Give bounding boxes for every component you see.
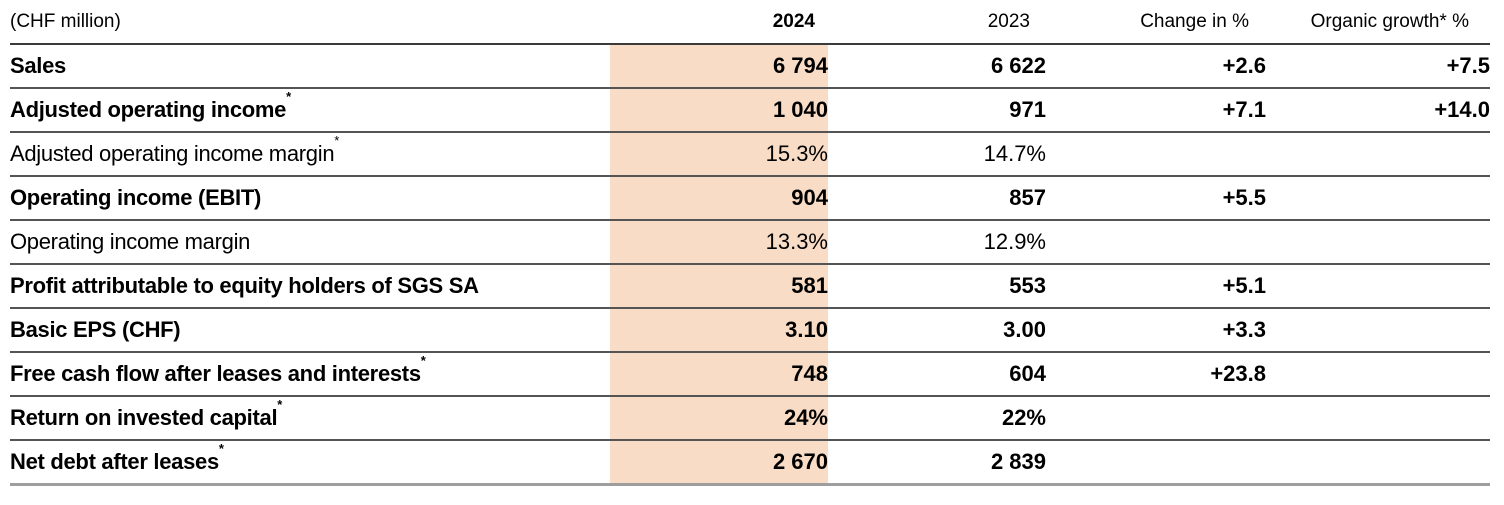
value-change-percent: +7.1 [1046, 88, 1266, 133]
value-2023: 6 622 [828, 44, 1046, 89]
table-row: Operating income (EBIT) 904 857 +5.5 [10, 176, 1490, 221]
row-label-text: Net debt after leases [10, 449, 219, 474]
column-header-2024: 2024 [610, 0, 828, 45]
table-row: Basic EPS (CHF) 3.10 3.00 +3.3 [10, 308, 1490, 353]
table-header-row: (CHF million) 2024 2023 Change in % Orga… [10, 0, 1490, 45]
row-label-text: Return on invested capital [10, 405, 278, 430]
value-2023: 2 839 [828, 440, 1046, 486]
row-label-text: Adjusted operating income [10, 97, 287, 122]
value-organic-growth [1266, 220, 1490, 265]
financial-highlights-table: (CHF million) 2024 2023 Change in % Orga… [10, 0, 1490, 486]
row-label-text: Free cash flow after leases and interest… [10, 361, 421, 386]
value-2024: 24% [610, 396, 828, 441]
value-change-percent: +23.8 [1046, 352, 1266, 397]
row-label: Basic EPS (CHF) [10, 308, 610, 353]
column-header-organic-growth: Organic growth* % [1266, 0, 1490, 45]
table-row: Profit attributable to equity holders of… [10, 264, 1490, 309]
table-row: Operating income margin 13.3% 12.9% [10, 220, 1490, 265]
value-organic-growth [1266, 264, 1490, 309]
value-organic-growth: +14.0 [1266, 88, 1490, 133]
table-row: Sales 6 794 6 622 +2.6 +7.5 [10, 44, 1490, 89]
value-2024: 13.3% [610, 220, 828, 265]
row-label: Profit attributable to equity holders of… [10, 264, 610, 309]
value-2024: 3.10 [610, 308, 828, 353]
value-2023: 604 [828, 352, 1046, 397]
value-2024: 904 [610, 176, 828, 221]
value-organic-growth [1266, 132, 1490, 177]
value-2024: 581 [610, 264, 828, 309]
row-label-text: Adjusted operating income margin [10, 141, 335, 166]
value-change-percent: +2.6 [1046, 44, 1266, 89]
value-change-percent: +5.5 [1046, 176, 1266, 221]
value-2024: 748 [610, 352, 828, 397]
key-figures-table: (CHF million) 2024 2023 Change in % Orga… [10, 0, 1490, 486]
table-header: (CHF million) 2024 2023 Change in % Orga… [10, 0, 1490, 45]
row-label: Sales [10, 44, 610, 89]
table-row: Adjusted operating income* 1 040 971 +7.… [10, 88, 1490, 133]
value-organic-growth [1266, 176, 1490, 221]
row-label: Operating income (EBIT) [10, 176, 610, 221]
value-2024: 2 670 [610, 440, 828, 486]
value-change-percent: +5.1 [1046, 264, 1266, 309]
footnote-asterisk: * [420, 352, 426, 368]
value-change-percent [1046, 396, 1266, 441]
footnote-asterisk: * [286, 88, 292, 104]
footnote-asterisk: * [277, 396, 283, 412]
value-2023: 971 [828, 88, 1046, 133]
value-2023: 857 [828, 176, 1046, 221]
unit-label: (CHF million) [10, 0, 610, 45]
footnote-asterisk: * [218, 440, 224, 456]
row-label-text: Basic EPS (CHF) [10, 317, 181, 342]
value-2024: 1 040 [610, 88, 828, 133]
value-change-percent: +3.3 [1046, 308, 1266, 353]
table-row: Adjusted operating income margin* 15.3% … [10, 132, 1490, 177]
row-label-text: Profit attributable to equity holders of… [10, 273, 479, 298]
value-2023: 12.9% [828, 220, 1046, 265]
table-row: Return on invested capital* 24% 22% [10, 396, 1490, 441]
row-label-text: Operating income (EBIT) [10, 185, 262, 210]
value-2024: 6 794 [610, 44, 828, 89]
value-2023: 22% [828, 396, 1046, 441]
row-label-text: Sales [10, 53, 66, 78]
value-2024: 15.3% [610, 132, 828, 177]
column-header-change-percent: Change in % [1046, 0, 1266, 45]
row-label: Return on invested capital* [10, 396, 610, 441]
value-change-percent [1046, 132, 1266, 177]
value-organic-growth [1266, 396, 1490, 441]
value-2023: 553 [828, 264, 1046, 309]
value-change-percent [1046, 440, 1266, 486]
value-2023: 14.7% [828, 132, 1046, 177]
value-organic-growth [1266, 308, 1490, 353]
row-label-text: Operating income margin [10, 229, 251, 254]
column-header-2023: 2023 [828, 0, 1046, 45]
row-label: Free cash flow after leases and interest… [10, 352, 610, 397]
value-organic-growth: +7.5 [1266, 44, 1490, 89]
table-body: Sales 6 794 6 622 +2.6 +7.5 Adjusted ope… [10, 44, 1490, 486]
value-2023: 3.00 [828, 308, 1046, 353]
table-row: Free cash flow after leases and interest… [10, 352, 1490, 397]
row-label: Adjusted operating income* [10, 88, 610, 133]
row-label: Adjusted operating income margin* [10, 132, 610, 177]
value-organic-growth [1266, 440, 1490, 486]
table-row: Net debt after leases* 2 670 2 839 [10, 440, 1490, 486]
footnote-asterisk: * [334, 132, 340, 148]
value-change-percent [1046, 220, 1266, 265]
value-organic-growth [1266, 352, 1490, 397]
row-label: Net debt after leases* [10, 440, 610, 486]
row-label: Operating income margin [10, 220, 610, 265]
